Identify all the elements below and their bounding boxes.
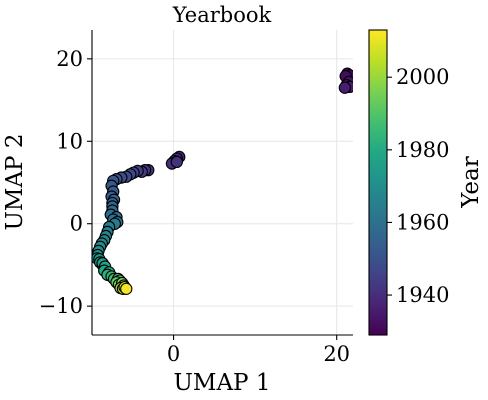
- y-ticks: −10 0 10 20: [39, 47, 92, 318]
- colorbar-ticks: 1940 1960 1980 2000: [387, 65, 449, 307]
- scatter-point: [338, 81, 351, 94]
- colorbar-label: Year: [458, 156, 484, 209]
- y-tick-label: 10: [56, 129, 83, 153]
- y-tick-label: 0: [70, 212, 83, 236]
- grid: [92, 30, 353, 335]
- colorbar-tick-label: 2000: [396, 65, 449, 89]
- x-tick-label: 20: [323, 342, 350, 366]
- colorbar-tick-label: 1960: [396, 210, 449, 234]
- y-tick-label: −10: [39, 294, 83, 318]
- colorbar-tick-label: 1940: [396, 283, 449, 307]
- x-ticks: 0 20: [167, 335, 350, 366]
- x-axis-label: UMAP 1: [174, 370, 271, 396]
- colorbar: 1940 1960 1980 2000 Year: [368, 29, 484, 336]
- chart-title: Yearbook: [172, 3, 272, 27]
- scatter-point: [120, 282, 133, 295]
- x-tick-label: 0: [167, 342, 180, 366]
- scatter-point: [170, 155, 183, 169]
- colorbar-tick-label: 1980: [396, 138, 449, 162]
- y-tick-label: 20: [56, 47, 83, 71]
- y-axis-label: UMAP 2: [2, 134, 28, 231]
- colorbar-gradient: [368, 29, 388, 336]
- scatter-points: [92, 67, 353, 295]
